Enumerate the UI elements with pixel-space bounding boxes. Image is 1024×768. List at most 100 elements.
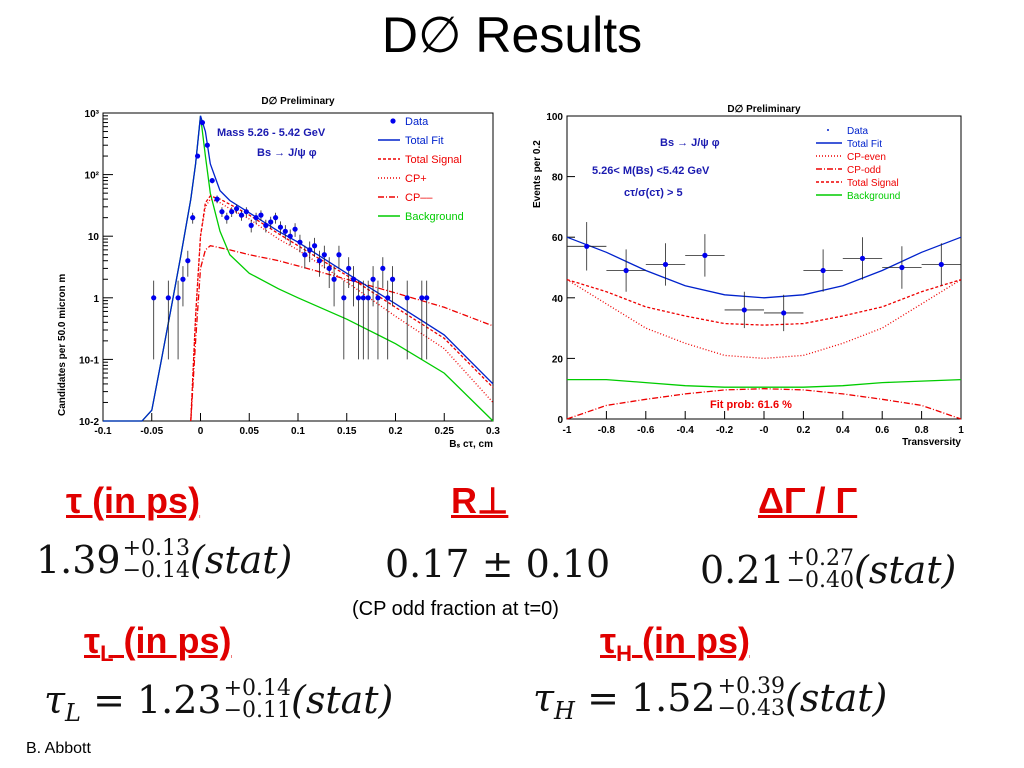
cp-minus-curve <box>190 244 494 422</box>
data-point <box>316 258 323 264</box>
data-point <box>287 233 293 239</box>
data-point <box>419 295 425 301</box>
tau-label: τ (in ps) <box>66 480 201 521</box>
data-point <box>272 215 279 221</box>
data-point <box>253 215 259 221</box>
tau-h-lhs: τ <box>533 676 555 720</box>
tau-h-label: τH (in ps) <box>600 620 750 667</box>
legend-label: CP+ <box>405 173 427 185</box>
legend-marker <box>390 118 396 124</box>
x-tick-label: 0.25 <box>435 426 455 437</box>
cp-odd-curve <box>566 388 962 420</box>
data-point <box>194 153 201 159</box>
data-point <box>360 295 366 301</box>
transversity-plot-svg: D∅ Preliminary -1 -0.8 -0.6 -0.4 -0.2 -0 0.2 0.4… <box>532 104 964 448</box>
legend-label: CP-even <box>847 152 886 163</box>
x-tick-label: 0.2 <box>389 426 403 437</box>
tau-l-errors: +0.14 −0.11 <box>223 677 292 723</box>
tau-l-err-down: −0.11 <box>223 697 292 723</box>
y-tick-label: 1 <box>93 294 99 305</box>
data-point <box>214 196 220 202</box>
data-point <box>326 265 332 272</box>
data-point <box>243 209 249 215</box>
legend-label: Total Signal <box>405 154 462 166</box>
decay-text: Bs → J/ψ φ <box>660 137 720 149</box>
data-point <box>185 258 191 264</box>
dg-err-up: +0.27 <box>786 545 855 571</box>
data-point <box>899 264 905 271</box>
y-axis-label: Candidates per 50.0 micron m <box>57 274 68 416</box>
total-signal-curve <box>190 195 494 422</box>
tau-err-down: −0.14 <box>122 557 191 583</box>
data-point <box>389 276 396 282</box>
decay-text: Bs → J/ψ φ <box>257 147 317 159</box>
tau-l-units: (in ps) <box>113 620 232 661</box>
data-point <box>238 212 245 218</box>
dg-central: 0.21 <box>700 548 785 592</box>
legend-label: Background <box>405 211 464 223</box>
data-point <box>385 295 391 301</box>
data-point <box>346 265 352 272</box>
tau-l-central: = 1.23 <box>93 678 222 722</box>
tau-h-lhs-sub: H <box>554 697 575 725</box>
data-point <box>584 243 590 249</box>
x-tick-label: 0.05 <box>240 426 260 437</box>
y-tick-label: 10 <box>88 232 100 243</box>
x-tick-label: 0.3 <box>486 426 500 437</box>
legend-label: Total Signal <box>847 178 899 189</box>
dg-err-down: −0.40 <box>786 567 855 593</box>
x-axis-label: Transversity <box>902 437 961 448</box>
tau-stat: (stat) <box>190 538 293 582</box>
x-tick-label: -0.8 <box>598 425 616 436</box>
mass-window-text: Mass 5.26 - 5.42 GeV <box>217 127 326 139</box>
x-tick-label: -1 <box>563 425 572 436</box>
y-tick-label: 40 <box>552 294 564 305</box>
data-point <box>820 267 826 274</box>
x-tick-label: 0.4 <box>836 425 850 436</box>
data-point <box>859 255 866 262</box>
x-axis-label: Bₛ cτ, cm <box>449 439 493 450</box>
data-point <box>263 222 269 228</box>
legend-label: Total Fit <box>405 135 444 147</box>
legend-label: Data <box>405 116 429 128</box>
total-fit-curve <box>566 236 962 299</box>
x-tick-label: 0.6 <box>875 425 889 436</box>
x-tick-label: 0.2 <box>796 425 810 436</box>
significance-cut-text: cτ/σ(cτ) > 5 <box>624 187 683 199</box>
tau-l-stat: (stat) <box>291 678 394 722</box>
tau-l-symbol: τ <box>84 620 101 661</box>
legend-label: CP-odd <box>847 165 881 176</box>
tau-h-value: τH = 1.52 +0.39 −0.43 (stat) <box>533 675 887 725</box>
tau-h-errors: +0.39 −0.43 <box>718 675 785 720</box>
tau-h-sub: H <box>616 641 632 666</box>
r-perp-label: R⊥ <box>451 480 509 521</box>
dg-stat: (stat) <box>854 548 957 592</box>
legend-label: Background <box>847 191 900 202</box>
data-point <box>297 239 303 245</box>
y-tick-label: 80 <box>552 173 564 184</box>
x-tick-label: -0.6 <box>637 425 655 436</box>
data-point <box>190 215 196 221</box>
tau-h-central: = 1.52 <box>587 676 716 720</box>
data-point <box>151 295 157 301</box>
data-point <box>355 295 362 301</box>
legend-label: Data <box>847 126 869 137</box>
y-axis-label: Events per 0.2 <box>532 140 543 208</box>
data-point <box>331 276 337 282</box>
lifetime-plot-svg: D∅ Preliminary -0.1 -0.05 0 0.05 0.1 0.15 0.2 0.… <box>57 96 500 450</box>
author-footer: B. Abbott <box>26 740 91 757</box>
data-point <box>224 215 230 221</box>
tau-h-units: (in ps) <box>631 620 750 661</box>
data-point <box>336 252 342 258</box>
transversity-plot: D∅ Preliminary -1 -0.8 -0.6 -0.4 -0.2 -0 0.2 0.4… <box>520 100 970 456</box>
legend-label: Total Fit <box>847 139 882 150</box>
data-point <box>375 295 381 301</box>
x-tick-label: 0 <box>198 426 204 437</box>
y-tick-label: 0 <box>557 415 563 426</box>
data-point <box>199 119 206 126</box>
legend-label: CP–– <box>405 192 433 204</box>
tau-l-sub: L <box>100 641 114 666</box>
data-point <box>623 267 629 274</box>
data-point <box>307 247 313 253</box>
fit-prob-text: Fit prob: 61.6 % <box>710 399 792 411</box>
